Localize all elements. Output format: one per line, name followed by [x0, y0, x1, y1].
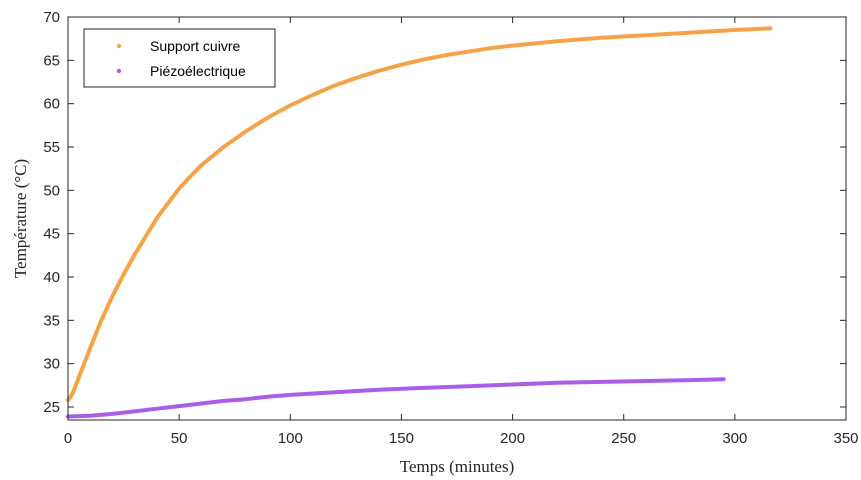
- legend: Support cuivre Piézoélectrique: [83, 28, 276, 88]
- x-tick-label: 350: [833, 430, 858, 447]
- series-line-1: [66, 377, 726, 419]
- y-tick-label: 30: [43, 356, 60, 373]
- axes-box: [67, 16, 847, 421]
- y-axis-label: Température (°C): [11, 159, 30, 278]
- x-tick-label: 100: [278, 430, 303, 447]
- y-tick-label: 35: [43, 312, 60, 329]
- x-tick-label: 150: [389, 430, 414, 447]
- y-tick-label: 50: [43, 182, 60, 199]
- legend-marker-piezoelectrique: [116, 68, 122, 74]
- x-tick-label: 250: [611, 430, 636, 447]
- y-tick-label: 55: [43, 139, 60, 156]
- legend-box: [83, 28, 276, 88]
- y-tick-label: 65: [43, 52, 60, 69]
- x-axis-label: Temps (minutes): [400, 457, 514, 476]
- x-tick-label: 0: [64, 430, 72, 447]
- y-tick-label: 60: [43, 96, 60, 113]
- x-tick-label: 50: [171, 430, 188, 447]
- x-tick-label: 200: [500, 430, 525, 447]
- y-tick-label: 45: [43, 226, 60, 243]
- y-axis: 25 30 35 40 45 50 55 60 65 70: [43, 9, 846, 416]
- y-tick-label: 70: [43, 9, 60, 26]
- series-line-0: [66, 26, 773, 403]
- y-tick-label: 25: [43, 399, 60, 416]
- x-axis: 0 50 100 150 200 250 300 350: [64, 17, 859, 447]
- legend-marker-support-cuivre: [116, 43, 122, 49]
- x-tick-label: 300: [722, 430, 747, 447]
- plot-area: [66, 26, 773, 419]
- legend-label-piezoelectrique: Piézoélectrique: [150, 63, 246, 79]
- y-tick-label: 40: [43, 269, 60, 286]
- legend-label-support-cuivre: Support cuivre: [150, 38, 240, 54]
